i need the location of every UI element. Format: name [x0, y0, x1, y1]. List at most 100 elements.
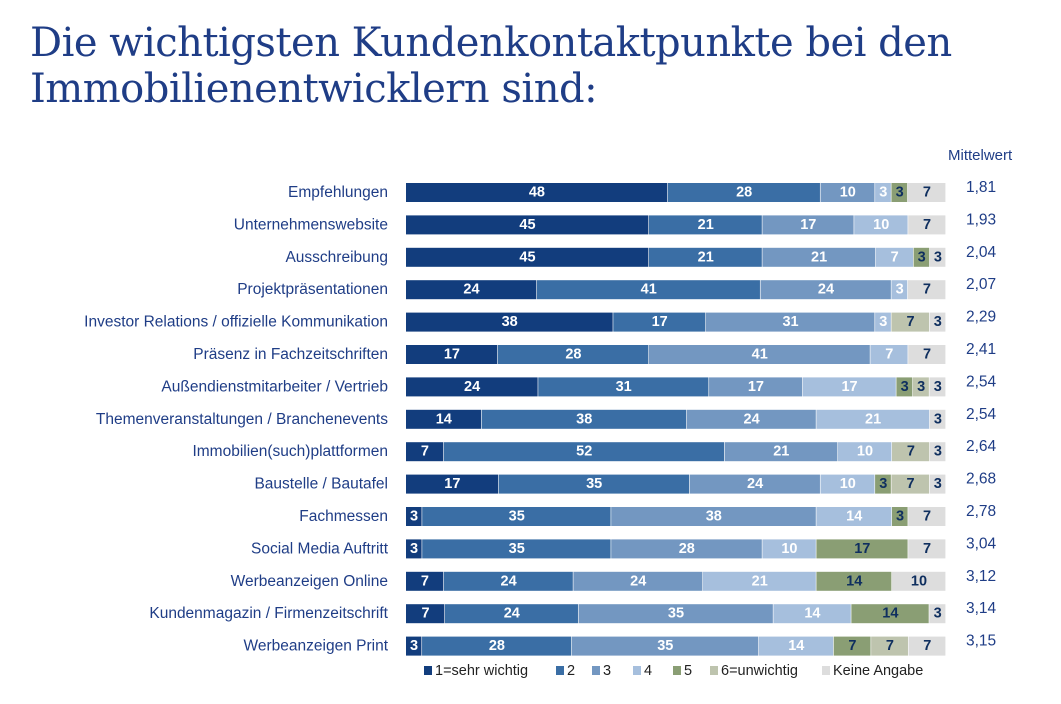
data-label: 24	[630, 573, 646, 589]
bar-segment-s4	[816, 409, 930, 429]
bar-segment-s3	[611, 539, 762, 559]
bar-segment-s2	[481, 409, 687, 429]
legend-label: Keine Angabe	[833, 663, 923, 679]
bar-segment-s2	[422, 507, 611, 526]
data-label: 3	[901, 379, 909, 395]
data-label: 3	[879, 185, 887, 201]
mean-value: 2,41	[966, 341, 996, 358]
legend-swatch-s2	[556, 666, 564, 675]
bar-segment-s4	[854, 215, 908, 235]
category-label: Immobilien(such)plattformen	[192, 443, 388, 460]
data-label: 7	[923, 217, 931, 233]
legend-swatch-s1	[424, 666, 432, 675]
data-label: 3	[410, 638, 418, 654]
bar-segment-s6	[891, 474, 930, 494]
bar-segment-s1	[406, 345, 498, 364]
data-label: 35	[668, 606, 684, 622]
bar-segment-s7	[908, 345, 946, 364]
bar-segment-s2	[422, 636, 572, 656]
bar-segment-s3	[611, 507, 816, 526]
bar-segment-s2	[443, 571, 573, 591]
bar-segment-s3	[689, 474, 820, 494]
bar-segment-s4	[802, 377, 896, 397]
mean-value: 2,04	[966, 244, 997, 261]
category-label: Social Media Auftritt	[251, 540, 389, 557]
data-label: 31	[782, 314, 798, 330]
bar-segment-s7	[929, 312, 946, 332]
data-label: 7	[923, 282, 931, 298]
bar-segment-s2	[667, 183, 820, 202]
bar-segment-s7	[892, 571, 946, 591]
data-label: 35	[509, 541, 525, 557]
bar-segment-s1	[406, 312, 613, 332]
data-label: 7	[923, 638, 931, 654]
bar-segment-s5	[816, 571, 892, 591]
legend-label: 6=unwichtig	[721, 663, 798, 679]
bar-segment-s4	[838, 442, 892, 462]
data-label: 3	[410, 509, 418, 525]
chart-title: Die wichtigsten Kundenkontaktpunkte bei …	[30, 20, 952, 112]
bar-segment-s2	[649, 215, 762, 235]
bar-segment-s6	[912, 377, 929, 397]
bar-segment-s5	[833, 636, 871, 656]
data-label: 10	[911, 573, 927, 589]
bar-segment-s7	[929, 474, 946, 494]
mean-header: Mittelwert	[948, 147, 1013, 164]
data-label: 3	[410, 541, 418, 557]
bar-segment-s7	[907, 280, 946, 300]
data-label: 3	[896, 509, 904, 525]
bar-segment-s2	[443, 442, 724, 462]
bar-segment-s5	[851, 604, 929, 624]
data-label: 17	[748, 379, 764, 395]
bar-segment-s6	[891, 312, 930, 332]
data-label: 10	[857, 444, 873, 460]
legend-label: 4	[644, 663, 652, 679]
data-label: 14	[804, 606, 820, 622]
data-label: 28	[736, 185, 752, 201]
bar-segment-s1	[406, 183, 668, 202]
mean-value: 3,15	[966, 633, 996, 650]
bar-segment-s2	[497, 345, 649, 364]
bar-segment-s2	[444, 604, 578, 624]
legend-label: 1=sehr wichtig	[435, 663, 528, 679]
bar-segment-s6	[892, 442, 930, 462]
data-label: 10	[840, 476, 856, 492]
data-label: 14	[846, 509, 862, 525]
data-label: 3	[934, 249, 942, 265]
bar-segment-s3	[686, 409, 816, 429]
data-label: 21	[811, 249, 827, 265]
data-label: 3	[879, 476, 887, 492]
bar-segment-s4	[875, 183, 891, 202]
data-label: 24	[464, 379, 480, 395]
bar-segment-s1	[406, 571, 444, 591]
data-label: 7	[848, 638, 856, 654]
data-label: 38	[502, 314, 518, 330]
data-label: 17	[854, 541, 870, 557]
data-label: 7	[421, 573, 429, 589]
data-label: 10	[840, 185, 856, 201]
bar-segment-s1	[406, 507, 422, 526]
category-label: Präsenz in Fachzeitschriften	[193, 346, 388, 363]
data-label: 3	[896, 185, 904, 201]
data-label: 3	[934, 379, 942, 395]
bar-segment-s3	[760, 280, 891, 300]
data-label: 7	[886, 638, 894, 654]
data-label: 31	[616, 379, 632, 395]
data-label: 7	[421, 606, 429, 622]
bar-segment-s5	[891, 183, 908, 202]
bar-segment-s2	[613, 312, 706, 332]
category-label: Fachmessen	[299, 508, 388, 525]
data-label: 7	[891, 249, 899, 265]
legend-label: 3	[603, 663, 611, 679]
bar-segment-s6	[871, 636, 908, 656]
data-label: 35	[586, 476, 602, 492]
bar-segment-s3	[709, 377, 803, 397]
bar-segment-s1	[406, 377, 538, 397]
data-label: 7	[907, 444, 915, 460]
data-label: 17	[800, 217, 816, 233]
data-label: 21	[698, 249, 714, 265]
data-label: 24	[818, 282, 834, 298]
category-label: Werbeanzeigen Print	[244, 638, 389, 655]
data-label: 7	[923, 347, 931, 363]
